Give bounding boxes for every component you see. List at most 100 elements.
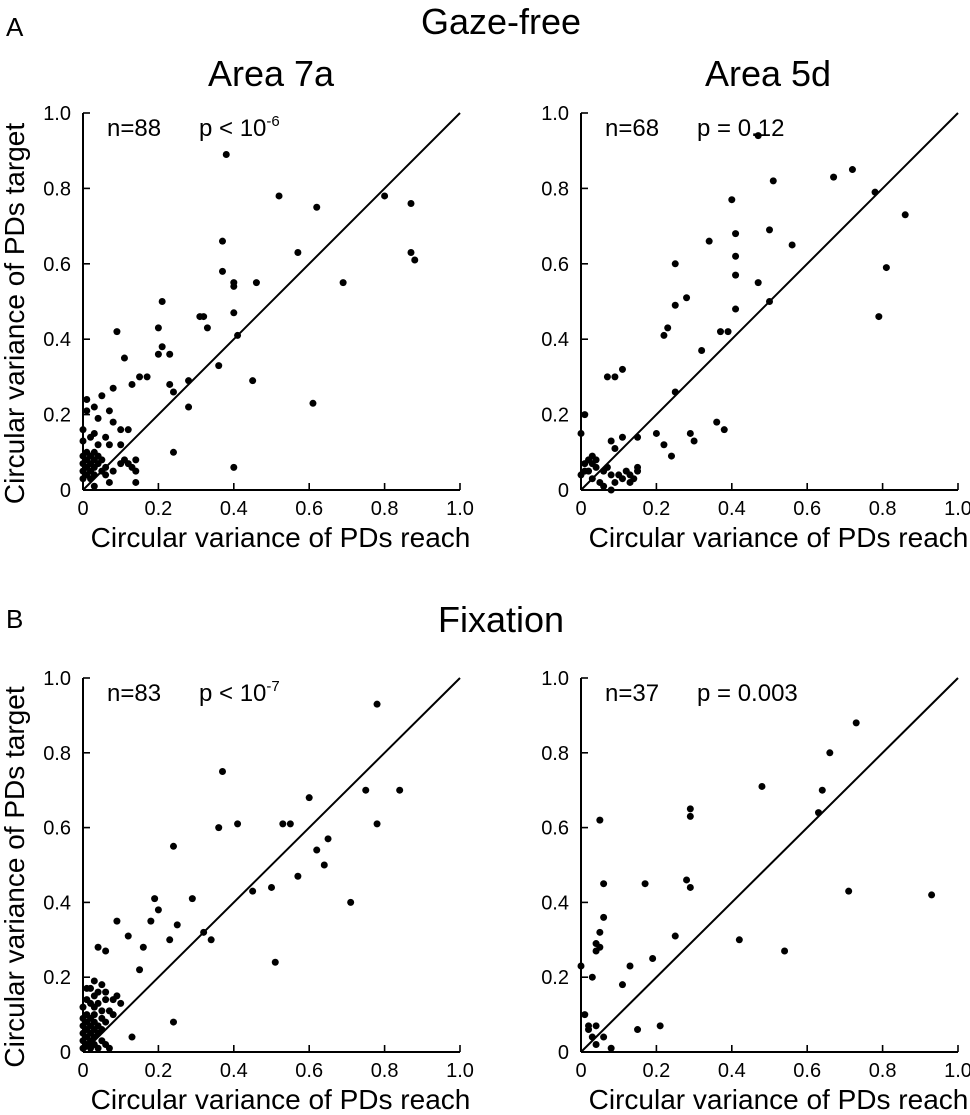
data-point: [169, 448, 177, 456]
data-point: [373, 820, 381, 828]
data-point: [222, 150, 230, 158]
data-point: [102, 471, 110, 479]
data-point: [815, 809, 823, 817]
y-tick-label: 0.2: [541, 405, 569, 427]
data-point: [185, 377, 193, 385]
y-tick-label: 0.4: [43, 892, 71, 914]
data-point: [618, 981, 626, 989]
n-annotation: n=83: [107, 680, 161, 707]
y-tick-label: 0.4: [43, 329, 71, 351]
data-point: [151, 895, 159, 903]
data-point: [373, 700, 381, 708]
data-point: [600, 1033, 608, 1041]
p-annotation: p = 0.12: [697, 115, 784, 142]
data-point: [87, 984, 95, 992]
data-point: [667, 452, 675, 460]
x-tick-label: 0.4: [718, 1060, 746, 1082]
data-point: [766, 298, 773, 305]
data-point: [928, 891, 936, 899]
data-point: [588, 973, 596, 981]
data-point: [600, 482, 608, 490]
data-point: [634, 467, 642, 475]
p-value-base: p < 10: [199, 680, 266, 707]
x-tick-label: 0.4: [220, 498, 248, 520]
data-point: [98, 392, 106, 400]
data-point: [117, 999, 125, 1007]
data-point: [294, 248, 302, 256]
unity-line: [82, 677, 461, 1053]
y-tick-label: 0: [60, 1042, 71, 1064]
data-point: [207, 936, 215, 944]
data-point: [105, 441, 113, 449]
data-point: [234, 331, 242, 339]
scatter-chart-gaze-free-area-7a: 0 0.2 0.4 0.6 0.8 1.000.20.40.60.81.0Circular…: [0, 103, 474, 553]
data-point: [252, 279, 260, 287]
y-tick-label: 1.0: [541, 668, 569, 690]
data-point: [87, 433, 95, 441]
data-point: [581, 1011, 589, 1019]
data-point: [120, 354, 128, 362]
data-point: [173, 921, 181, 929]
data-point: [728, 196, 736, 204]
x-tick-label: 0.8: [371, 498, 399, 520]
data-point: [600, 880, 608, 888]
n-annotation: n=68: [605, 115, 659, 142]
data-point: [169, 842, 177, 850]
data-point: [132, 467, 140, 475]
data-point: [596, 928, 604, 936]
data-point: [671, 260, 679, 268]
scatter-chart-gaze-free-area-5d: 0 0.2 0.4 0.6 0.8 1.000.20.40.60.81.0Circular…: [541, 103, 970, 553]
data-point: [230, 282, 238, 290]
y-tick-label: 0.2: [43, 405, 71, 427]
data-point: [830, 173, 838, 181]
data-point: [607, 471, 615, 479]
data-point: [618, 475, 626, 483]
data-point: [411, 256, 419, 264]
data-point: [882, 264, 890, 272]
data-point: [275, 192, 283, 200]
x-tick-label: 0.8: [869, 1060, 897, 1082]
data-point: [83, 407, 91, 415]
column-title-area-7a: Area 7a: [208, 53, 335, 94]
data-point: [234, 820, 242, 828]
x-tick-label: 1.0: [944, 498, 970, 520]
data-point: [94, 1044, 102, 1052]
data-point: [105, 407, 113, 415]
data-point: [713, 418, 721, 426]
x-tick-label: 0: [575, 498, 586, 520]
data-point: [732, 252, 740, 260]
x-axis-label: Circular variance of PDs reach: [91, 1084, 471, 1115]
unity-line: [82, 112, 461, 491]
data-point: [592, 1041, 600, 1049]
data-point: [720, 426, 728, 434]
data-point: [279, 820, 287, 828]
data-point: [581, 460, 589, 468]
data-point: [758, 782, 766, 790]
data-point: [136, 373, 144, 381]
data-point: [188, 895, 196, 903]
p-annotation: p = 0.003: [697, 680, 798, 707]
data-point: [339, 279, 347, 287]
data-point: [90, 403, 98, 411]
data-point: [136, 966, 144, 974]
p-value-base: p = 0.12: [697, 115, 784, 142]
p-value-base: p = 0.003: [697, 680, 798, 707]
data-point: [286, 820, 294, 828]
n-annotation: n=37: [605, 680, 659, 707]
data-point: [147, 917, 155, 925]
data-point: [652, 429, 660, 437]
data-point: [603, 373, 611, 381]
data-point: [124, 426, 132, 434]
data-point: [79, 437, 87, 445]
data-point: [585, 1026, 593, 1034]
data-point: [381, 192, 389, 200]
x-axis-label: Circular variance of PDs reach: [589, 522, 969, 553]
data-point: [154, 324, 162, 332]
data-point: [818, 786, 826, 794]
data-point: [626, 478, 634, 486]
p-annotation: p < 10-7: [199, 678, 280, 707]
data-point: [132, 478, 140, 486]
x-tick-label: 0.2: [642, 1060, 670, 1082]
data-point: [732, 230, 740, 238]
